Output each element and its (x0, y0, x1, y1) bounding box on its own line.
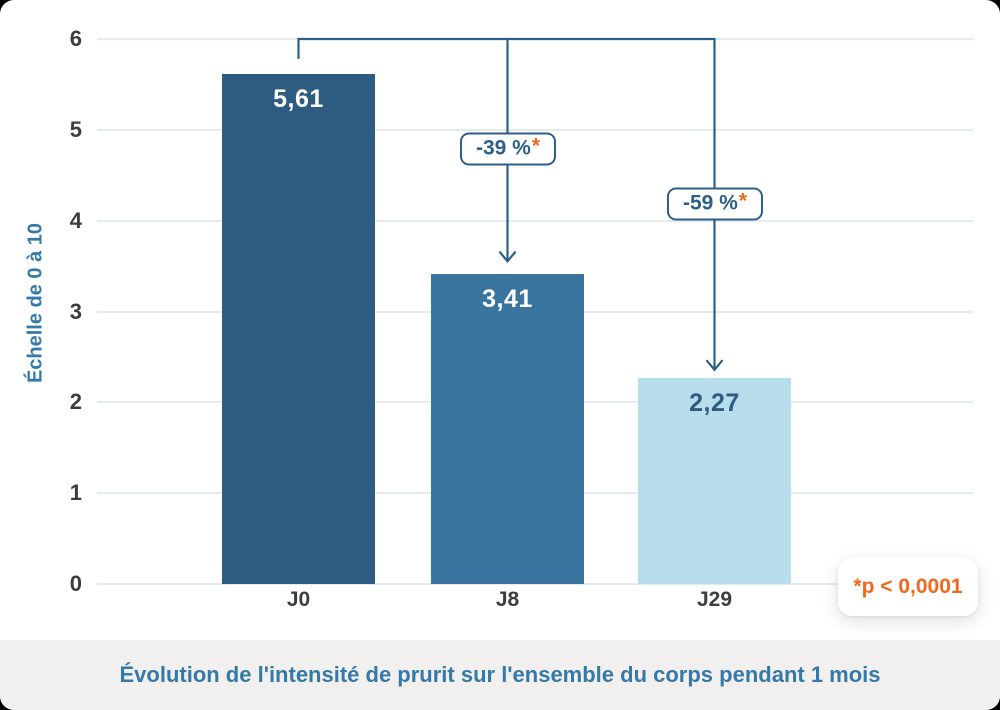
annotation-badge-59: -59 %* (666, 187, 764, 221)
bracket-path (498, 251, 517, 263)
y-tick-label: 6 (69, 26, 82, 51)
bracket-path (705, 359, 724, 372)
y-axis-title: Échelle de 0 à 10 (24, 222, 47, 384)
x-tick-j8: J8 (495, 588, 520, 611)
chart-caption: Évolution de l'intensité de prurit sur l… (119, 662, 881, 687)
annotation-badge-39: -39 %* (459, 132, 557, 166)
y-tick-label: 2 (69, 389, 82, 415)
plot-area: 0 1 2 3 4 5 6 Échelle de 0 à 10 5,61 3,41 2,27… (24, 26, 978, 616)
significance-star: * (531, 134, 541, 158)
y-tick-label: 1 (69, 480, 82, 506)
bar-value-label: 5,61 (273, 85, 324, 114)
annotation-label: -59 % (682, 191, 738, 215)
bar-j0: 5,61 (222, 74, 375, 584)
y-tick-label: 4 (69, 207, 82, 233)
annotation-label: -39 % (475, 136, 531, 160)
gridline (97, 38, 973, 40)
y-tick-label: 5 (69, 116, 82, 142)
x-tick-j29: J29 (696, 588, 733, 611)
gridline (97, 583, 973, 585)
significance-star: * (738, 189, 748, 213)
caption-band: Évolution de l'intensité de prurit sur l… (0, 640, 1000, 710)
y-tick-label: 0 (69, 571, 82, 596)
bar-j8: 3,41 (431, 274, 584, 584)
bar-value-label: 3,41 (482, 285, 533, 314)
x-tick-j0: J0 (286, 588, 311, 611)
p-value-badge: *p < 0,0001 (838, 557, 978, 616)
y-tick-label: 3 (69, 298, 82, 324)
bar-value-label: 2,27 (689, 388, 740, 417)
bar-j29: 2,27 (638, 377, 791, 584)
